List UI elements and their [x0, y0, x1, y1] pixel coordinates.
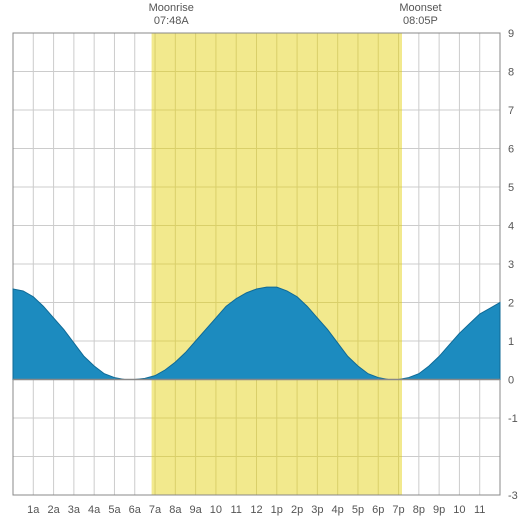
moonrise-title: Moonrise — [141, 2, 201, 15]
svg-text:10: 10 — [453, 504, 465, 516]
moonset-time: 08:05P — [390, 15, 450, 28]
svg-text:4: 4 — [508, 221, 514, 233]
svg-text:3p: 3p — [311, 504, 323, 516]
svg-text:4p: 4p — [332, 504, 344, 516]
svg-text:2a: 2a — [47, 504, 60, 516]
tide-chart: -3-101234567891a2a3a4a5a6a7a8a9a1011121p… — [0, 0, 530, 530]
svg-text:12: 12 — [250, 504, 262, 516]
chart-svg: -3-101234567891a2a3a4a5a6a7a8a9a1011121p… — [0, 0, 530, 530]
svg-text:5p: 5p — [352, 504, 364, 516]
svg-text:11: 11 — [474, 504, 485, 516]
svg-text:-1: -1 — [508, 413, 518, 425]
svg-text:3a: 3a — [68, 504, 81, 516]
svg-text:7: 7 — [508, 105, 514, 117]
svg-text:0: 0 — [508, 375, 514, 387]
svg-text:6p: 6p — [372, 504, 384, 516]
svg-text:6a: 6a — [129, 504, 142, 516]
svg-text:4a: 4a — [88, 504, 101, 516]
svg-text:11: 11 — [230, 504, 241, 516]
svg-text:10: 10 — [210, 504, 222, 516]
svg-text:7a: 7a — [149, 504, 162, 516]
svg-text:9: 9 — [508, 28, 514, 40]
svg-text:-3: -3 — [508, 490, 518, 502]
svg-text:6: 6 — [508, 144, 514, 156]
svg-text:2p: 2p — [291, 504, 303, 516]
moonrise-time: 07:48A — [141, 15, 201, 28]
svg-text:1: 1 — [508, 336, 514, 348]
moonset-title: Moonset — [390, 2, 450, 15]
svg-text:1a: 1a — [27, 504, 40, 516]
svg-text:9a: 9a — [190, 504, 203, 516]
moonrise-label: Moonrise 07:48A — [141, 2, 201, 28]
svg-text:8: 8 — [508, 67, 514, 79]
svg-text:2: 2 — [508, 298, 514, 310]
svg-text:3: 3 — [508, 259, 514, 271]
svg-text:8p: 8p — [413, 504, 425, 516]
svg-text:1p: 1p — [271, 504, 283, 516]
moonset-label: Moonset 08:05P — [390, 2, 450, 28]
svg-text:5: 5 — [508, 182, 514, 194]
svg-text:5a: 5a — [108, 504, 121, 516]
svg-text:8a: 8a — [169, 504, 182, 516]
svg-text:9p: 9p — [433, 504, 445, 516]
svg-text:7p: 7p — [392, 504, 404, 516]
